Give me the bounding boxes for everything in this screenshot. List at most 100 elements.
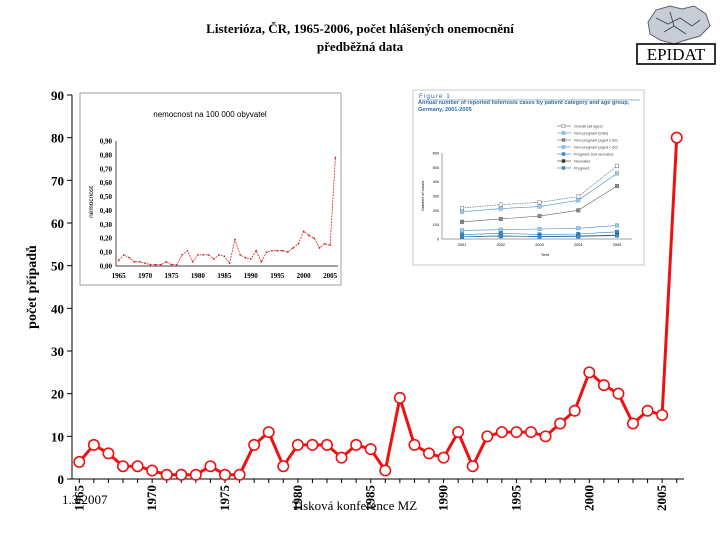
- inset-right-legend-marker: [561, 124, 566, 128]
- data-point-2002: [612, 387, 625, 400]
- inset-right-point: [576, 198, 581, 203]
- data-point-1987: [393, 391, 406, 404]
- inset-left-point: [297, 242, 300, 245]
- inset-left-point: [244, 256, 247, 259]
- inset-left-y-tick-label: 0,00: [100, 263, 113, 271]
- footer-source: Tisková konference MZ: [292, 498, 418, 513]
- data-point-1988: [408, 438, 421, 451]
- data-point-1997: [539, 430, 552, 443]
- y-tick-label: 70: [51, 173, 64, 188]
- inset-right-x-tick-label: 2005: [613, 243, 621, 247]
- data-point-2005: [656, 408, 669, 421]
- inset-left-point: [128, 256, 131, 259]
- data-point-1998: [554, 417, 567, 430]
- data-point-1982: [320, 438, 333, 451]
- inset-right-point: [460, 219, 465, 224]
- inset-left-point: [144, 262, 146, 265]
- inset-right-y-axis-label: Number of cases: [420, 181, 425, 211]
- data-point-2001: [597, 379, 610, 392]
- inset-left-point: [323, 242, 326, 245]
- inset-left-point: [292, 247, 294, 249]
- inset-left-point: [223, 255, 226, 258]
- inset-left-point: [308, 234, 310, 237]
- inset-left-chart: nemocnost na 100 000 obyvatel 0,00 0,10 0,2…: [79, 92, 342, 286]
- inset-right-legend-marker: [561, 152, 566, 156]
- inset-right-y-tick-label: 100: [433, 223, 439, 227]
- inset-left-x-tick-label: 1975: [165, 272, 180, 280]
- inset-left-y-tick-label: 0,70: [100, 165, 113, 173]
- inset-left-point: [249, 258, 252, 260]
- inset-left-point: [234, 238, 236, 241]
- inset-right-y-tick-label: 500: [433, 166, 439, 170]
- inset-right-legend-label: Non-pregnant (aged ≥ 60): [574, 139, 618, 143]
- y-tick-label: 10: [51, 429, 64, 444]
- inset-right-point: [537, 204, 542, 209]
- inset-left-point: [276, 249, 279, 252]
- inset-left-point: [302, 230, 305, 233]
- x-tick-label: 1965: [71, 485, 86, 512]
- data-point-2000: [583, 366, 596, 379]
- data-point-1975: [219, 468, 232, 481]
- inset-right-legend-label: Neonates: [574, 160, 590, 164]
- inset-left-point: [260, 260, 263, 263]
- inset-left-point: [228, 262, 231, 265]
- inset-left-x-tick-label: 1990: [244, 272, 259, 280]
- x-tick-label: 2000: [581, 485, 596, 511]
- inset-right-point: [537, 234, 542, 239]
- x-tick-label: 1970: [144, 485, 159, 511]
- data-point-1990: [437, 451, 450, 464]
- inset-right-y-tick-label: 400: [433, 180, 439, 184]
- x-tick-label: 1990: [436, 485, 451, 511]
- inset-left-point: [271, 249, 273, 252]
- data-point-1989: [422, 447, 435, 460]
- chart-title-line1: Listerióza, ČR, 1965-2006, počet hlášený…: [206, 21, 514, 36]
- inset-right-point: [576, 234, 581, 239]
- inset-right-point: [460, 234, 465, 239]
- data-point-1978: [262, 426, 275, 439]
- inset-left-title: nemocnost na 100 000 obyvatel: [153, 110, 267, 119]
- y-tick-label: 90: [51, 88, 64, 103]
- inset-right-x-tick-label: 2002: [497, 243, 505, 247]
- inset-right-point: [615, 233, 620, 238]
- inset-left-x-tick-label: 2000: [297, 272, 312, 280]
- inset-left-point: [191, 260, 194, 263]
- inset-left-point: [117, 259, 120, 262]
- inset-right-point: [498, 227, 503, 232]
- inset-left-y-tick-label: 0,10: [100, 249, 113, 257]
- inset-left-x-tick-label: 1965: [112, 272, 127, 280]
- inset-right-point: [498, 216, 503, 221]
- inset-right-figure-label: Figure 1: [419, 93, 451, 100]
- inset-left-point: [318, 247, 321, 249]
- data-point-1969: [131, 460, 144, 473]
- inset-right-legend-marker: [561, 159, 566, 163]
- data-point-1996: [524, 426, 537, 439]
- inset-left-x-tick-label: 2005: [323, 272, 338, 280]
- inset-right-point: [576, 208, 581, 213]
- inset-right-y-tick-label: 600: [433, 152, 439, 156]
- inset-right-legend-marker: [561, 138, 566, 142]
- inset-right-point: [576, 226, 581, 231]
- data-point-1993: [481, 430, 494, 443]
- data-point-1981: [306, 438, 319, 451]
- epidat-logo: EPIDAT: [630, 0, 720, 66]
- inset-right-point: [460, 209, 465, 214]
- logo-text: EPIDAT: [647, 45, 706, 64]
- inset-right-legend-marker: [561, 166, 566, 170]
- inset-right-point: [460, 228, 465, 233]
- inset-left-y-tick-label: 0,80: [100, 151, 113, 159]
- data-point-1984: [350, 438, 363, 451]
- x-tick-label: 1975: [217, 485, 232, 512]
- data-point-1991: [452, 426, 465, 439]
- data-point-1980: [291, 438, 304, 451]
- inset-right-point: [615, 223, 620, 228]
- inset-left-point: [212, 258, 215, 260]
- inset-right-title-box: Annual number of reported listeriosis ca…: [418, 100, 629, 113]
- data-point-1965: [73, 455, 86, 468]
- y-tick-label: 20: [51, 387, 64, 402]
- inset-right-legend-label: Overall (all ages): [574, 125, 603, 129]
- inset-right-y-tick-label: 0: [437, 238, 439, 242]
- inset-left-y-tick-label: 0,20: [100, 235, 113, 243]
- x-tick-label: 2005: [654, 485, 669, 512]
- inset-left-point: [334, 156, 337, 159]
